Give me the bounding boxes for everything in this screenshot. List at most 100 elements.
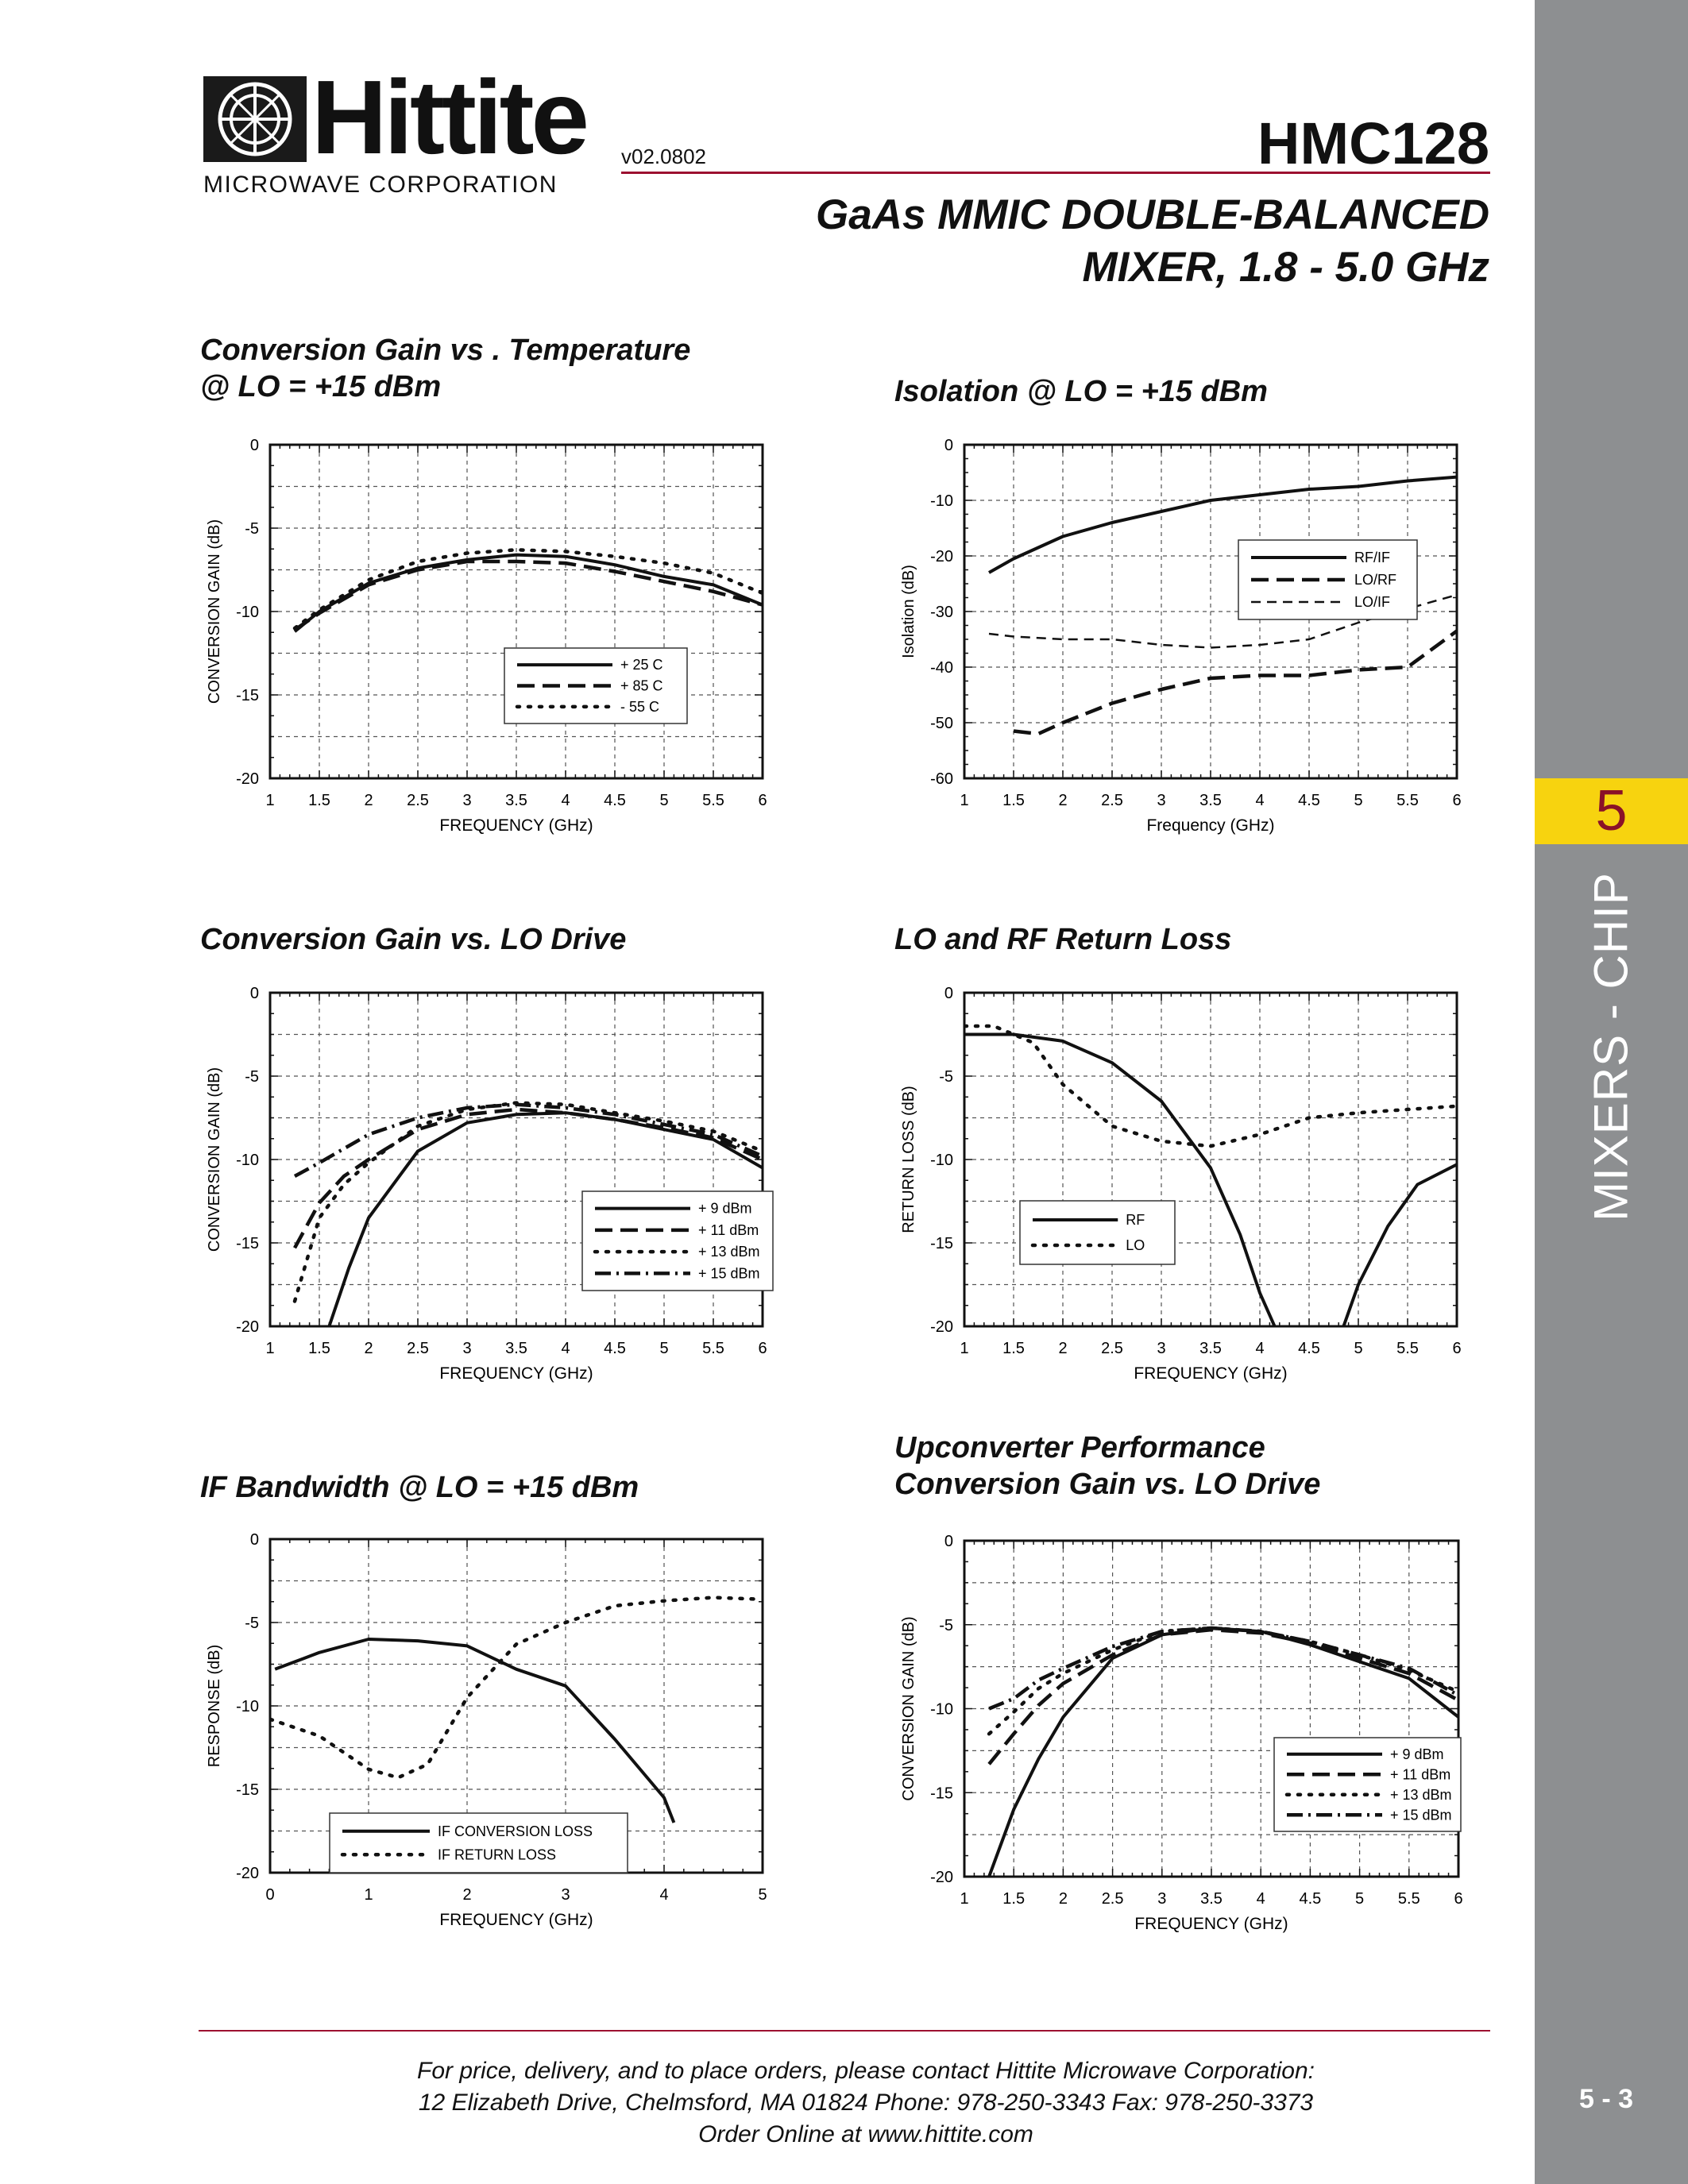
y-tick-label: 0 bbox=[250, 985, 259, 1002]
y-tick-label: -5 bbox=[245, 1068, 259, 1086]
y-tick-label: -10 bbox=[236, 1152, 259, 1169]
section-tab-number: 5 bbox=[1535, 778, 1688, 844]
x-tick-label: 3.5 bbox=[1200, 1890, 1223, 1908]
y-axis-label: RESPONSE (dB) bbox=[206, 1645, 223, 1767]
y-tick-label: -20 bbox=[930, 1318, 953, 1336]
x-tick-label: 1 bbox=[960, 792, 968, 809]
legend: IF CONVERSION LOSS IF RETURN LOSS bbox=[329, 1812, 628, 1873]
x-tick-label: 1.5 bbox=[1002, 1340, 1025, 1357]
legend-label: RF/IF bbox=[1354, 550, 1390, 565]
x-tick-label: 4 bbox=[561, 1340, 570, 1357]
chart1-title-line2: @ LO = +15 dBm bbox=[200, 370, 442, 403]
y-tick-label: -5 bbox=[939, 1068, 953, 1086]
header-rule bbox=[621, 172, 1490, 174]
x-tick-label: 1.5 bbox=[308, 792, 330, 809]
footer-line1: For price, delivery, and to place orders… bbox=[417, 2058, 1315, 2084]
x-tick-label: 5.5 bbox=[1396, 1340, 1419, 1357]
chart5-title-line1: IF Bandwidth @ LO = +15 dBm bbox=[200, 1471, 639, 1504]
chart5-if-bandwidth: 0 1 2 3 4 5 0 -5 -10 -15 -20 FREQUENCY (GHz) RESPONS… bbox=[187, 1523, 774, 1952]
y-tick-label: -15 bbox=[930, 1785, 953, 1802]
x-tick-label: 5.5 bbox=[702, 792, 724, 809]
chart3-conversion-gain-vs-lo-drive: 1 1.5 2 2.5 3 3.5 4 4.5 5 5.5 6 0 -5 -10 -15 -20 FREQUEN… bbox=[187, 977, 774, 1406]
legend-label: + 13 dBm bbox=[698, 1244, 760, 1260]
series-line-11-dbm bbox=[987, 1627, 1458, 1765]
footer-line2: 12 Elizabeth Drive, Chelmsford, MA 01824… bbox=[418, 2089, 1314, 2116]
x-tick-label: 2 bbox=[1058, 1340, 1067, 1357]
doc-subtitle-2: MIXER, 1.8 - 5.0 GHz bbox=[1082, 244, 1489, 291]
y-tick-label: -20 bbox=[930, 1869, 953, 1886]
section-label: MIXERS - CHIP bbox=[1584, 872, 1638, 1221]
chart6-upconverter-gain: 1 1.5 2 2.5 3 3.5 4 4.5 5 5.5 6 0 -5 -10 -15 -20 FREQUEN… bbox=[882, 1523, 1477, 1956]
plot-frame bbox=[268, 443, 764, 780]
y-tick-label: -30 bbox=[930, 604, 953, 621]
x-tick-label: 2 bbox=[364, 792, 373, 809]
x-tick-label: 5 bbox=[758, 1886, 767, 1904]
x-tick-label: 3 bbox=[462, 792, 471, 809]
plot-frame bbox=[963, 443, 1458, 780]
y-axis-label: RETURN LOSS (dB) bbox=[900, 1086, 917, 1233]
x-tick-label: 4 bbox=[659, 1886, 668, 1904]
x-tick-label: 4.5 bbox=[1299, 1890, 1321, 1908]
legend-label: RF bbox=[1126, 1212, 1145, 1228]
x-axis-label: FREQUENCY (GHz) bbox=[1134, 1915, 1288, 1933]
x-tick-label: 6 bbox=[758, 792, 767, 809]
chart2-isolation: 1 1.5 2 2.5 3 3.5 4 4.5 5 5.5 6 0 -10 -20 -30 -40 -50 -60… bbox=[882, 429, 1477, 858]
y-tick-label: -50 bbox=[930, 715, 953, 732]
chart2-title: Isolation @ LO = +15 dBm bbox=[894, 373, 1268, 410]
legend-label: + 25 C bbox=[620, 657, 663, 673]
grid bbox=[964, 1540, 1459, 1877]
page-number: 5 - 3 bbox=[1579, 2084, 1634, 2114]
x-tick-label: 1.5 bbox=[308, 1340, 330, 1357]
chart5-svg: 0 1 2 3 4 5 0 -5 -10 -15 -20 FREQUENCY (GHz) RESPONS… bbox=[206, 1531, 767, 1929]
chart1-conversion-gain-vs-temperature: 1 1.5 2 2.5 3 3.5 4 4.5 5 5.5 6 0 -5 -10 -15 -20 FREQUEN… bbox=[187, 429, 774, 858]
x-tick-label: 2 bbox=[1059, 1890, 1068, 1908]
x-axis-label: FREQUENCY (GHz) bbox=[439, 816, 593, 835]
x-tick-label: 2 bbox=[1058, 792, 1067, 809]
series-line-55-c bbox=[292, 548, 763, 631]
legend-box bbox=[329, 1812, 628, 1873]
x-tick-label: 4 bbox=[1255, 792, 1264, 809]
doc-subtitle-1: GaAs MMIC DOUBLE-BALANCED bbox=[816, 191, 1489, 238]
legend-label: LO/RF bbox=[1354, 572, 1396, 588]
plot-frame bbox=[963, 991, 1458, 1328]
legend-label: + 15 dBm bbox=[1390, 1807, 1452, 1823]
x-tick-label: 1.5 bbox=[1002, 1890, 1025, 1908]
x-tick-label: 2.5 bbox=[1102, 1890, 1124, 1908]
legend-label: + 11 dBm bbox=[1390, 1766, 1450, 1782]
series-line-11-dbm bbox=[293, 1107, 763, 1249]
chart1-svg: 1 1.5 2 2.5 3 3.5 4 4.5 5 5.5 6 0 -5 -10 -15 -20 FREQUEN… bbox=[206, 437, 767, 835]
version-label: v02.0802 bbox=[621, 145, 706, 168]
x-tick-label: 4 bbox=[561, 792, 570, 809]
series-line-if-return-loss bbox=[270, 1596, 760, 1780]
y-tick-label: 0 bbox=[944, 1533, 953, 1550]
x-tick-label: 6 bbox=[1452, 1340, 1461, 1357]
chart2-svg: 1 1.5 2 2.5 3 3.5 4 4.5 5 5.5 6 0 -10 -20 -30 -40 -50 -60… bbox=[900, 437, 1462, 835]
series-line-if-conversion-loss bbox=[274, 1638, 676, 1823]
chart6-title-line1: Upconverter Performance bbox=[894, 1431, 1265, 1464]
series-line-rf bbox=[964, 1032, 1277, 1326]
x-tick-label: 1 bbox=[960, 1890, 968, 1908]
y-tick-label: -15 bbox=[236, 1781, 259, 1799]
y-tick-label: 0 bbox=[944, 985, 953, 1002]
x-tick-label: 6 bbox=[1454, 1890, 1462, 1908]
y-tick-label: -10 bbox=[236, 604, 259, 621]
y-tick-label: 0 bbox=[250, 1531, 259, 1549]
chart4-title: LO and RF Return Loss bbox=[894, 921, 1231, 958]
x-tick-label: 2 bbox=[364, 1340, 373, 1357]
y-tick-label: -10 bbox=[236, 1698, 259, 1715]
brand-subtitle: MICROWAVE CORPORATION bbox=[203, 172, 558, 198]
legend: RF/IF LO/RF LO/IF bbox=[1238, 539, 1418, 620]
x-tick-label: 5 bbox=[1354, 1340, 1362, 1357]
legend: + 9 dBm + 11 dBm + 13 dBm + 15 dBm bbox=[581, 1190, 774, 1291]
chart2-title-line1: Isolation @ LO = +15 dBm bbox=[894, 375, 1268, 408]
legend-label: IF RETURN LOSS bbox=[438, 1846, 556, 1862]
x-tick-label: 5 bbox=[659, 792, 668, 809]
legend-label: - 55 C bbox=[620, 699, 659, 715]
series-line-lo-rf bbox=[1013, 629, 1457, 736]
y-tick-label: -10 bbox=[930, 492, 953, 510]
x-tick-label: 3 bbox=[1157, 1890, 1166, 1908]
x-tick-label: 4.5 bbox=[1298, 792, 1320, 809]
y-tick-label: -40 bbox=[930, 659, 953, 677]
series-line-15-dbm bbox=[988, 1626, 1458, 1711]
legend-label: + 9 dBm bbox=[698, 1201, 752, 1217]
